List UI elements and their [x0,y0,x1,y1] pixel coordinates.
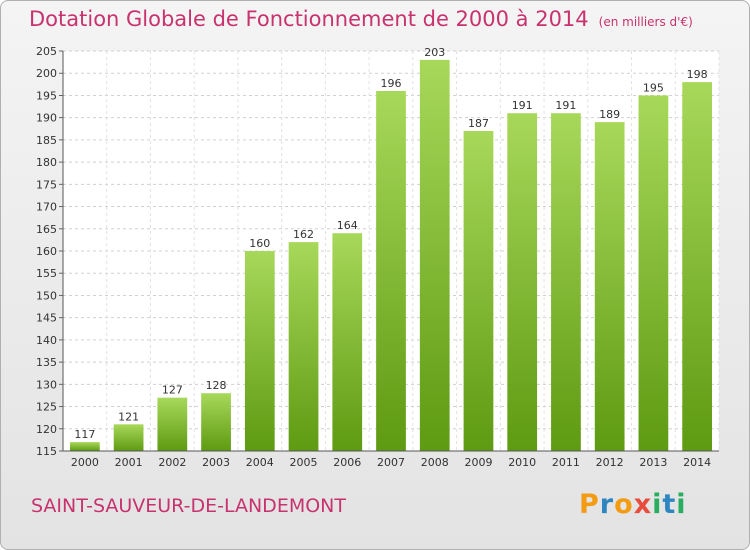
bar-2002 [157,397,188,451]
y-tick-label: 120 [36,423,57,436]
y-tick-label: 185 [36,134,57,147]
value-label-2002: 127 [162,384,183,397]
value-label-2006: 164 [337,219,358,232]
bar-2007 [376,91,406,451]
x-tick-label-2006: 2006 [333,456,361,469]
y-tick-label: 175 [36,178,57,191]
bar-2012 [594,122,625,451]
x-tick-label-2009: 2009 [464,456,492,469]
y-tick-label: 195 [36,89,57,102]
value-label-2000: 117 [74,428,95,441]
bar-2005 [288,242,319,451]
x-tick-label-2002: 2002 [158,456,186,469]
value-label-2008: 203 [424,46,445,59]
x-tick-label-2001: 2001 [115,456,143,469]
logo-letter: P [579,489,600,520]
bar-2004 [244,251,275,451]
x-tick-label-2007: 2007 [377,456,405,469]
value-label-2003: 128 [206,379,227,392]
x-tick-label-2000: 2000 [71,456,99,469]
logo-letter: o [614,489,634,520]
x-tick-label-2008: 2008 [421,456,449,469]
bar-2001 [113,424,144,451]
x-tick-label-2003: 2003 [202,456,230,469]
y-tick-label: 115 [36,445,57,458]
y-tick-label: 170 [36,201,57,214]
chart-title-text: Dotation Globale de Fonctionnement de 20… [29,7,589,31]
value-label-2012: 189 [599,108,620,121]
y-tick-label: 155 [36,267,57,280]
proxiti-logo: Proxiti [579,489,687,520]
bar-2013 [638,95,669,451]
logo-letter: t [662,489,677,520]
bar-2008 [419,59,450,452]
value-label-2001: 121 [118,410,139,423]
y-tick-label: 200 [36,67,57,80]
bar-2006 [332,233,363,451]
y-tick-label: 125 [36,401,57,414]
bar-2010 [507,113,538,451]
x-tick-label-2004: 2004 [246,456,274,469]
bar-2003 [201,393,231,451]
value-label-2009: 187 [468,117,489,130]
value-label-2007: 196 [381,77,402,90]
bar-2014 [682,82,713,451]
y-tick-label: 190 [36,112,57,125]
bar-2000 [69,442,100,451]
x-tick-label-2012: 2012 [596,456,624,469]
y-tick-label: 140 [36,334,57,347]
commune-name: SAINT-SAUVEUR-DE-LANDEMONT [31,495,346,517]
logo-letter: r [599,489,615,520]
bars: 117 121 127 128 160 162 164 196 203 187 191 191 189 1… [69,46,713,452]
y-tick-label: 135 [36,356,57,369]
x-tick-label-2013: 2013 [639,456,667,469]
x-tick-label-2014: 2014 [683,456,711,469]
y-tick-label: 165 [36,223,57,236]
y-tick-label: 160 [36,245,57,258]
bar-2009 [463,131,494,451]
bar-2011 [551,113,581,451]
x-tick-label-2011: 2011 [552,456,580,469]
y-tick-label: 130 [36,378,57,391]
chart-unit: (en milliers d'€) [598,15,693,29]
y-tick-label: 150 [36,289,57,302]
x-tick-label-2010: 2010 [508,456,536,469]
axes: 115 120 125 130 135 140 145 150 155 160 165 170 175 1… [36,45,719,469]
y-tick-label: 205 [36,45,57,58]
y-tick-label: 145 [36,312,57,325]
value-label-2004: 160 [249,237,270,250]
logo-letter: x [633,489,653,520]
x-tick-label-2005: 2005 [290,456,318,469]
value-label-2013: 195 [643,81,664,94]
value-label-2005: 162 [293,228,314,241]
value-label-2014: 198 [687,68,708,81]
chart-title: Dotation Globale de Fonctionnement de 20… [29,7,693,31]
value-label-2011: 191 [555,99,576,112]
logo-letter: i [676,489,687,520]
logo-letter: i [652,489,663,520]
value-label-2010: 191 [512,99,533,112]
y-tick-label: 180 [36,156,57,169]
